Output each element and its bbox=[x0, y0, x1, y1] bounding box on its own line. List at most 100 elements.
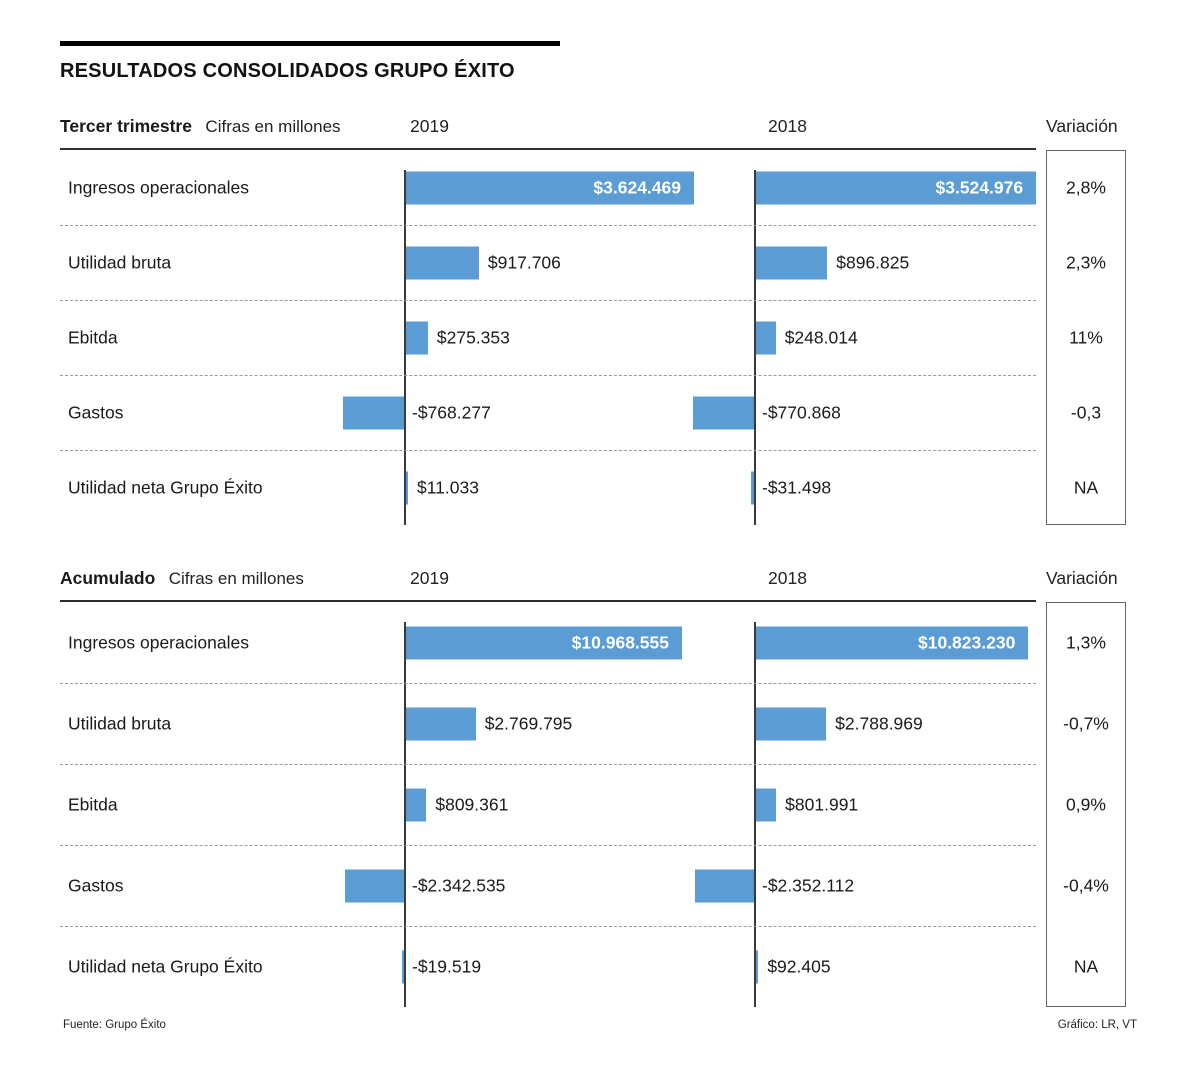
value-label-2019: $10.968.555 bbox=[571, 632, 669, 652]
bar-2018 bbox=[756, 950, 759, 983]
source-credit: Fuente: Grupo Éxito bbox=[63, 1019, 166, 1031]
value-label-2019: -$768.277 bbox=[412, 402, 491, 422]
chart-row: Ingresos operacionales $10.968.555 $10.823… bbox=[60, 602, 1140, 684]
footer: Fuente: Grupo Éxito Gráfico: LR, VT bbox=[63, 1019, 1137, 1031]
value-label-2018: $896.825 bbox=[836, 252, 910, 272]
value-label-2018: $801.991 bbox=[785, 794, 859, 814]
row-label: Utilidad bruta bbox=[68, 252, 172, 272]
title-rule bbox=[60, 41, 560, 46]
value-label-2019: $917.706 bbox=[487, 252, 561, 272]
row-label: Utilidad bruta bbox=[68, 713, 172, 733]
bar-2018 bbox=[692, 396, 754, 429]
bar-2018 bbox=[756, 321, 776, 354]
chart-row: Ebitda $809.361 $801.991 0,9% bbox=[60, 764, 1140, 846]
value-label-2018: $3.524.976 bbox=[935, 177, 1024, 197]
value-label-2018: $248.014 bbox=[784, 327, 858, 347]
bar-2018 bbox=[756, 626, 1029, 659]
bar-2018 bbox=[756, 246, 828, 279]
value-label-2018: -$2.352.112 bbox=[762, 875, 855, 895]
value-axis-2018 bbox=[754, 622, 756, 1007]
variation-value: -0,3 bbox=[1070, 402, 1102, 422]
bar-2019 bbox=[342, 396, 404, 429]
bar-2018 bbox=[694, 869, 754, 902]
chart-row: Gastos -$768.277 -$770.868 -0,3 bbox=[60, 375, 1140, 451]
bar-2018 bbox=[751, 471, 754, 504]
section-title: Tercer trimestre bbox=[60, 116, 192, 136]
row-separator bbox=[60, 450, 1036, 451]
column-header-variacion: Variación bbox=[1046, 568, 1118, 588]
section-header-left: Tercer trimestre Cifras en millones bbox=[60, 116, 341, 137]
bar-2019 bbox=[345, 869, 404, 902]
row-separator bbox=[60, 764, 1036, 765]
column-header-2018: 2018 bbox=[768, 116, 807, 136]
row-label: Ingresos operacionales bbox=[68, 177, 249, 197]
header-rule bbox=[60, 148, 1036, 150]
row-separator bbox=[60, 300, 1036, 301]
value-axis-2019 bbox=[404, 622, 406, 1007]
section-header: Acumulado Cifras en millones 2019 2018 V… bbox=[60, 564, 1140, 600]
value-axis-2019 bbox=[404, 170, 406, 525]
section-subtitle: Cifras en millones bbox=[168, 569, 304, 588]
section-subtitle: Cifras en millones bbox=[205, 117, 341, 136]
header-rule bbox=[60, 600, 1036, 602]
variation-value: 2,3% bbox=[1066, 252, 1106, 272]
chart-row: Ingresos operacionales $3.624.469 $3.524.9… bbox=[60, 150, 1140, 226]
chart-row: Utilidad bruta $2.769.795 $2.788.969 -0,7% bbox=[60, 683, 1140, 765]
value-label-2018: -$770.868 bbox=[762, 402, 841, 422]
row-label: Utilidad neta Grupo Éxito bbox=[68, 956, 263, 976]
chart-row: Gastos -$2.342.535 -$2.352.112 -0,4% bbox=[60, 845, 1140, 927]
row-separator bbox=[60, 225, 1036, 226]
bar-2019 bbox=[406, 788, 427, 821]
row-separator bbox=[60, 683, 1036, 684]
variation-value: 11% bbox=[1069, 327, 1103, 347]
variation-value: 0,9% bbox=[1066, 794, 1106, 814]
value-label-2018: $2.788.969 bbox=[835, 713, 923, 733]
value-label-2019: $3.624.469 bbox=[593, 177, 681, 197]
value-label-2019: $2.769.795 bbox=[484, 713, 573, 733]
chart-row: Ebitda $275.353 $248.014 11% bbox=[60, 300, 1140, 376]
row-label: Ingresos operacionales bbox=[68, 632, 249, 652]
column-header-2019: 2019 bbox=[410, 568, 449, 588]
bar-2019 bbox=[406, 246, 479, 279]
bar-2019 bbox=[406, 707, 476, 740]
bar-2019 bbox=[406, 321, 428, 354]
value-label-2018: $92.405 bbox=[767, 956, 831, 976]
row-separator bbox=[60, 845, 1036, 846]
chart-area-tercer-trimestre: Ingresos operacionales $3.624.469 $3.524.9… bbox=[60, 150, 1140, 525]
column-header-2018: 2018 bbox=[768, 568, 807, 588]
bar-2019 bbox=[406, 171, 694, 204]
bar-2019 bbox=[402, 950, 404, 983]
page-title: RESULTADOS CONSOLIDADOS GRUPO ÉXITO bbox=[60, 60, 515, 82]
variation-box bbox=[1046, 602, 1126, 1007]
row-label: Gastos bbox=[68, 875, 124, 895]
section-tercer-trimestre: Tercer trimestre Cifras en millones 2019… bbox=[60, 112, 1140, 525]
graphic-credit: Gráfico: LR, VT bbox=[1057, 1019, 1137, 1031]
variation-value: 2,8% bbox=[1066, 177, 1106, 197]
section-header: Tercer trimestre Cifras en millones 2019… bbox=[60, 112, 1140, 148]
row-label: Ebitda bbox=[68, 794, 118, 814]
variation-value: -0,7% bbox=[1063, 713, 1109, 733]
row-label: Ebitda bbox=[68, 327, 118, 347]
row-label: Gastos bbox=[68, 402, 124, 422]
row-label: Utilidad neta Grupo Éxito bbox=[68, 477, 263, 497]
variation-value: 1,3% bbox=[1066, 632, 1106, 652]
variation-value: -0,4% bbox=[1063, 875, 1109, 895]
variation-value: NA bbox=[1073, 477, 1099, 497]
value-label-2019: $275.353 bbox=[436, 327, 510, 347]
chart-area-acumulado: Ingresos operacionales $10.968.555 $10.823… bbox=[60, 602, 1140, 1007]
value-label-2019: -$19.519 bbox=[412, 956, 482, 976]
bar-2018 bbox=[756, 788, 777, 821]
bar-2018 bbox=[756, 171, 1037, 204]
value-label-2019: $11.033 bbox=[417, 477, 479, 497]
value-axis-2018 bbox=[754, 170, 756, 525]
value-label-2019: $809.361 bbox=[435, 794, 509, 814]
value-label-2018: -$31.498 bbox=[762, 477, 832, 497]
column-header-variacion: Variación bbox=[1046, 116, 1118, 136]
bar-2019 bbox=[406, 626, 682, 659]
chart-row: Utilidad bruta $917.706 $896.825 2,3% bbox=[60, 225, 1140, 301]
chart-row: Utilidad neta Grupo Éxito -$19.519 $92.405… bbox=[60, 926, 1140, 1007]
section-acumulado: Acumulado Cifras en millones 2019 2018 V… bbox=[60, 564, 1140, 1007]
row-separator bbox=[60, 375, 1036, 376]
bar-2018 bbox=[756, 707, 827, 740]
section-header-left: Acumulado Cifras en millones bbox=[60, 568, 304, 589]
